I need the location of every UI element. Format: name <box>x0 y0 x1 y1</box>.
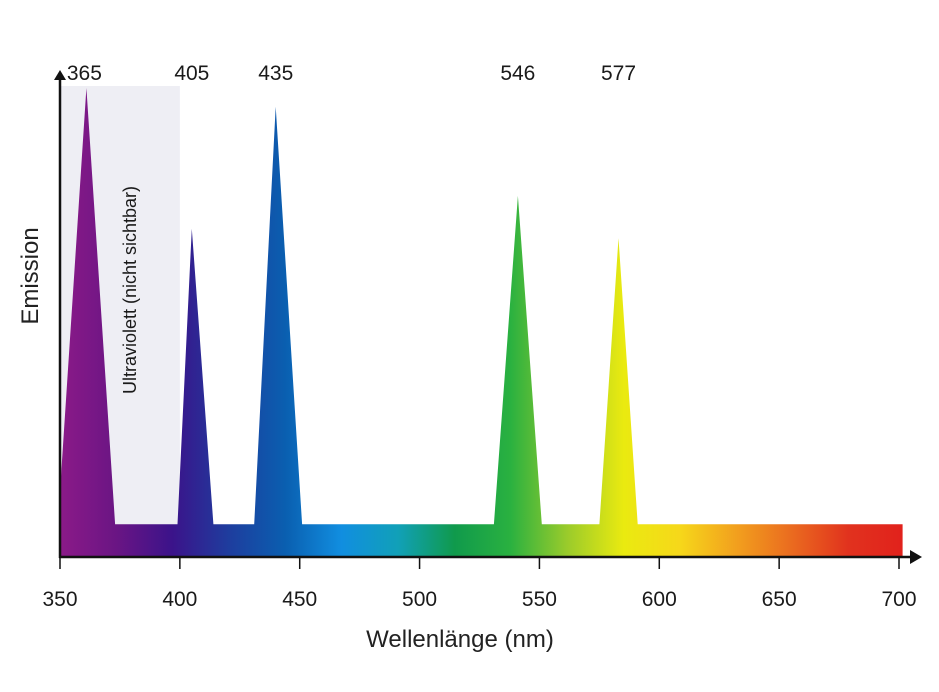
axes <box>54 70 922 564</box>
x-tick-label: 700 <box>881 588 916 611</box>
x-tick-label: 500 <box>402 588 437 611</box>
x-tick-label: 550 <box>522 588 557 611</box>
x-axis-arrow-icon <box>910 550 922 564</box>
peak-label-365: 365 <box>67 62 102 85</box>
x-axis-title: Wellenlänge (nm) <box>366 626 554 653</box>
spectrum-area <box>60 88 903 557</box>
x-tick-label: 450 <box>282 588 317 611</box>
peak-label-405: 405 <box>174 62 209 85</box>
x-tick-label: 350 <box>42 588 77 611</box>
x-tick-label: 600 <box>642 588 677 611</box>
peak-label-546: 546 <box>500 62 535 85</box>
x-tick-label: 650 <box>762 588 797 611</box>
x-tick-label: 400 <box>162 588 197 611</box>
peak-label-577: 577 <box>601 62 636 85</box>
uv-region-label: Ultraviolett (nicht sichtbar) <box>120 186 140 394</box>
y-axis-title: Emission <box>17 227 44 324</box>
y-axis-arrow-icon <box>54 70 66 80</box>
peak-label-435: 435 <box>258 62 293 85</box>
x-axis-ticks: 350 400 450 500 550 600 650 700 <box>42 557 917 611</box>
peak-labels: 365 405 435 546 577 <box>67 62 636 85</box>
